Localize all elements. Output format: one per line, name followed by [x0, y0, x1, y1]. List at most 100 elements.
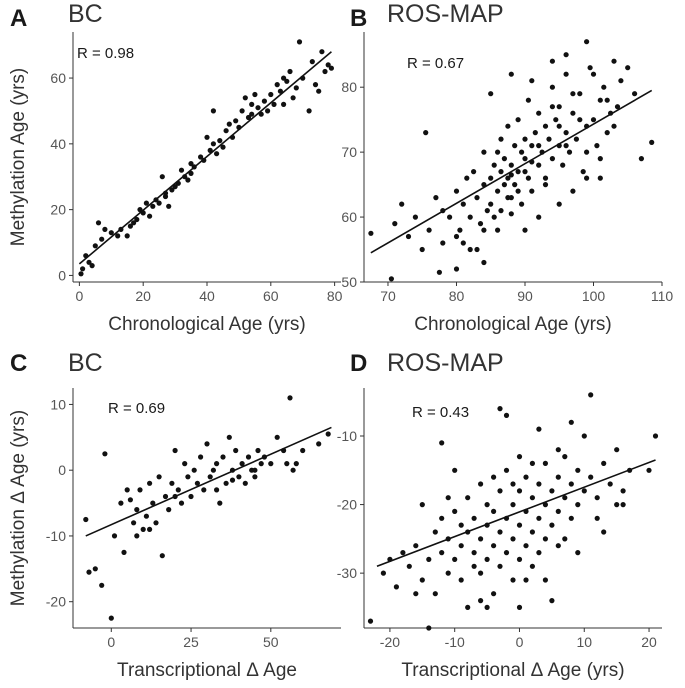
panel-a-point [204, 134, 210, 140]
panel-a-point [198, 154, 204, 160]
panel-d-point [413, 543, 419, 549]
panel-c-point [99, 582, 105, 588]
panel-d-title: ROS-MAP [387, 349, 504, 377]
panel-b-point [508, 71, 514, 77]
panel-b-point [512, 182, 518, 188]
panel-a-point [245, 114, 252, 121]
panel-d-point [588, 474, 594, 480]
panel-a-point [316, 88, 322, 94]
panel-c-point [258, 461, 264, 467]
panel-c-point [169, 480, 175, 486]
panel-b-point [491, 214, 497, 220]
panel-c-point [166, 507, 172, 513]
panel-a-point [226, 121, 232, 127]
panel-a-point [92, 243, 98, 249]
panel-d-point [367, 618, 374, 624]
panel-d-point [523, 577, 529, 583]
panel-b-point [447, 214, 453, 220]
panel-b-point [597, 97, 603, 103]
panel-d-point [510, 577, 516, 583]
panel-d-point [614, 447, 620, 453]
panel-c-point [185, 474, 191, 480]
panel-a-point [178, 167, 185, 173]
panel-d-r-annotation: R = 0.43 [412, 404, 469, 421]
panel-b-point [563, 71, 569, 77]
panel-b-point [529, 78, 535, 84]
panel-c-point [252, 467, 258, 473]
panel-b-point [481, 149, 487, 155]
panel-a-x-tick-label: 80 [327, 288, 343, 304]
panel-a-point [287, 68, 293, 75]
panel-a-point [143, 200, 149, 206]
panel-b-point [597, 175, 603, 181]
panel-b-point [604, 97, 610, 103]
panel-b-point [433, 195, 439, 201]
panel-b-point [573, 136, 580, 142]
panel-b-point [556, 123, 562, 129]
panel-d-fit-line [376, 459, 656, 568]
panel-d-point [620, 488, 626, 494]
panel-d-point [491, 543, 497, 549]
panel-b-point [484, 208, 490, 214]
panel-a-point [95, 220, 102, 226]
panel-a-point [156, 200, 162, 206]
panel-c-point [131, 520, 137, 526]
panel-d-point [536, 481, 542, 487]
panel-b-point [392, 221, 398, 227]
panel-a-point [274, 82, 280, 88]
panel-d-point [439, 440, 445, 446]
panel-b-point [505, 195, 511, 201]
panel-b-point [505, 175, 511, 181]
panel-d-point [497, 529, 503, 535]
panel-b-point [536, 214, 542, 220]
panel-c-point [108, 615, 114, 621]
panel-d-point [536, 426, 542, 432]
panel-d-point [380, 570, 386, 576]
panel-b-point [563, 52, 569, 58]
panel-c-point [153, 520, 159, 526]
panel-d-point [419, 502, 425, 508]
panel-a-x-tick-label: 0 [75, 288, 83, 304]
panel-b-point [542, 182, 549, 188]
panel-c-point [198, 454, 204, 460]
panel-c-point [162, 493, 169, 500]
panel-d-point [478, 481, 484, 487]
panel-b-point [580, 169, 586, 175]
panel-b-point [577, 117, 583, 123]
panel-a-point [233, 118, 239, 124]
panel-a-point [108, 230, 114, 236]
panel-c-point [223, 480, 229, 486]
panel-a-fit-line [78, 51, 332, 265]
panel-b-x-tick-label: 110 [651, 288, 674, 304]
panel-b-x-tick-label: 100 [582, 288, 606, 304]
panel-b-point [467, 246, 473, 253]
panel-d-point [536, 515, 542, 521]
panel-d-point [465, 495, 471, 501]
panel-d-point [549, 598, 555, 604]
panel-a-r-annotation: R = 0.98 [77, 45, 134, 62]
panel-d-point [458, 543, 464, 549]
panel-b-point [597, 156, 603, 162]
panel-c-point [134, 507, 140, 513]
panel-b-point [488, 175, 494, 181]
panel-b-point [426, 227, 432, 233]
panel-a-point [99, 236, 105, 242]
panel-a-y-label: Methylation Age (yrs) [8, 68, 29, 246]
panel-d-point [516, 488, 523, 494]
panel-c-point [137, 487, 143, 493]
panel-a-point [328, 65, 334, 71]
panel-c-point [147, 480, 153, 486]
panel-c-point [229, 477, 236, 483]
panel-c-point [201, 487, 207, 493]
panel-b-x-tick-label: 80 [449, 288, 465, 304]
panel-b-point [498, 208, 504, 214]
panel-a-point [86, 259, 92, 265]
panel-b-point [566, 149, 573, 155]
panel-b-point [587, 65, 593, 71]
panel-c-point [300, 447, 306, 454]
panel-b-point [549, 58, 556, 64]
panel-b-point [419, 246, 425, 253]
panel-d-point [458, 522, 464, 528]
panel-a-point [277, 88, 283, 94]
panel-b-point [515, 169, 521, 175]
